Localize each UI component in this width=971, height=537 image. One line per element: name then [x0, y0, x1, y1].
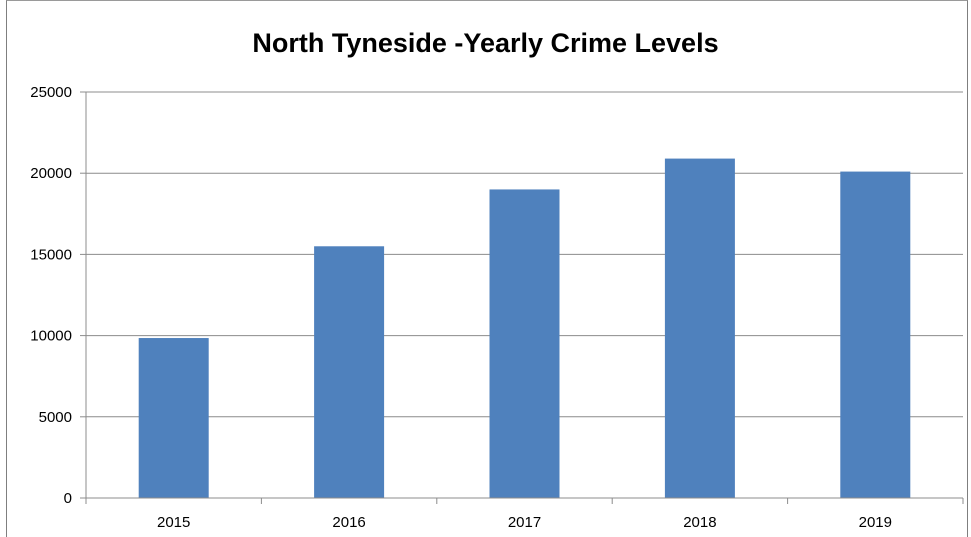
x-tick-label: 2018 [683, 514, 716, 531]
axes [80, 91, 964, 504]
x-tick-label: 2017 [508, 514, 541, 531]
x-tick-label: 2019 [859, 514, 892, 531]
bar-2016 [314, 246, 385, 498]
x-tick-labels: 2015 2016 2017 2018 2019 [157, 514, 892, 531]
x-tick-label: 2015 [157, 514, 190, 531]
bar-2018 [664, 158, 735, 499]
bar-2019 [840, 171, 911, 499]
bar-2015 [138, 338, 209, 498]
y-tick-labels: 0 5000 10000 15000 20000 25000 [30, 84, 72, 507]
chart-title: North Tyneside -Yearly Crime Levels [252, 28, 719, 58]
y-tick-label: 15000 [30, 246, 72, 263]
x-tick-label: 2016 [332, 514, 365, 531]
y-tick-label: 25000 [30, 84, 72, 101]
y-tick-label: 5000 [39, 409, 72, 426]
bars [138, 158, 911, 499]
y-tick-label: 0 [64, 490, 72, 507]
bar-2017 [489, 189, 560, 498]
y-tick-label: 20000 [30, 165, 72, 182]
y-tick-label: 10000 [30, 328, 72, 345]
